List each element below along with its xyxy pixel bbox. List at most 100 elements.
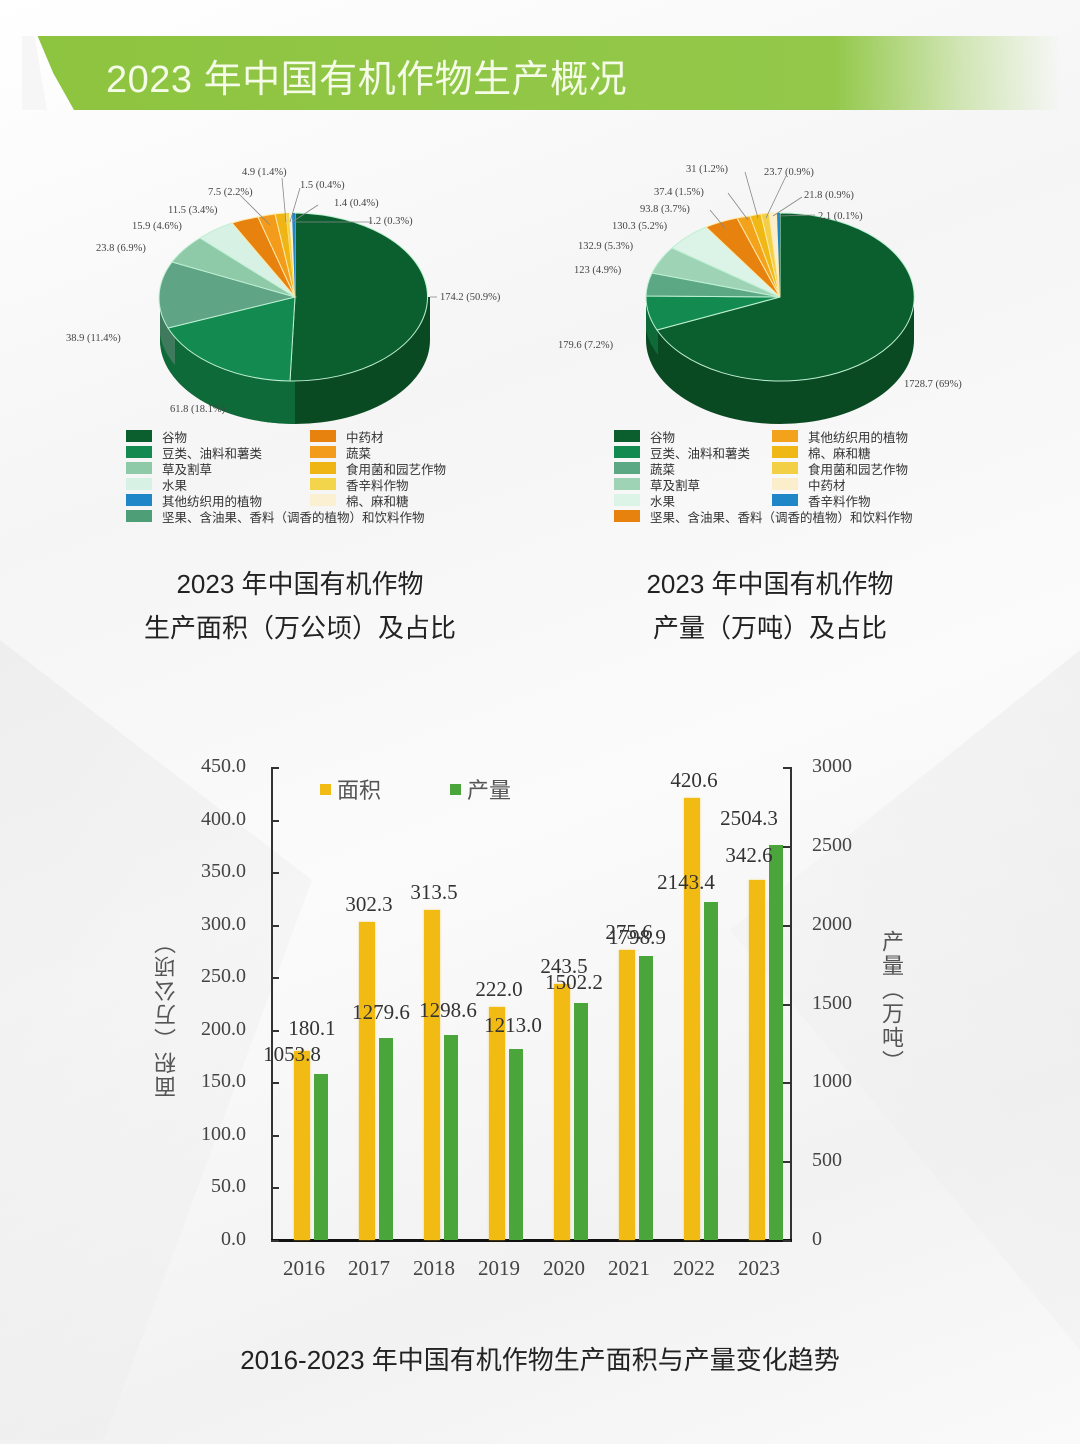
right-axis-tick (783, 1161, 791, 1164)
caption-line: 2023 年中国有机作物 (176, 569, 424, 599)
legend-label: 水果 (650, 494, 676, 509)
legend-label: 其他纺织用的植物 (162, 494, 263, 509)
legend-swatch (310, 478, 336, 490)
x-axis-label: 2017 (348, 1256, 390, 1280)
x-axis (271, 1239, 792, 1242)
legend-label: 豆类、油料和薯类 (162, 446, 263, 461)
bar-production-2019 (509, 1048, 523, 1240)
right-axis-tick-label: 0 (812, 1228, 822, 1250)
pie-label: 37.4 (1.5%) (654, 187, 704, 198)
legend-swatch (126, 494, 152, 506)
legend-label: 其他纺织用的植物 (808, 430, 909, 445)
pie-label: 11.5 (3.4%) (168, 205, 218, 216)
legend-item: 坚果、含油果、香料（调香的植物）和饮料作物 (126, 508, 425, 525)
legend-swatch (614, 446, 640, 458)
left-axis-tick-label: 200.0 (201, 1017, 246, 1040)
pie-label: 21.8 (0.9%) (804, 190, 854, 201)
legend-item: 豆类、油料和薯类 (614, 444, 750, 461)
left-axis-tick (271, 1082, 279, 1085)
bar-area-2023 (749, 879, 765, 1240)
production-pie-chart: 1728.7 (69%) 179.6 (7.2%) 123 (4.9%) 132… (540, 150, 1080, 540)
legend-item: 香辛料作物 (310, 476, 409, 493)
area-value-label: 180.1 (288, 1016, 336, 1040)
left-axis-tick (271, 1187, 279, 1190)
production-value-label: 1502.2 (545, 970, 603, 994)
pie-label: 1.5 (0.4%) (300, 180, 345, 191)
bar-production-2017 (379, 1038, 393, 1240)
x-axis-label: 2022 (673, 1256, 715, 1280)
right-axis-tick-label: 2500 (812, 833, 852, 856)
legend-label: 蔬菜 (346, 446, 372, 461)
pie-label: 123 (4.9%) (574, 265, 622, 276)
production-value-label: 2143.4 (657, 870, 715, 894)
production-value-label: 1279.6 (352, 1000, 410, 1024)
legend-label: 产量 (467, 778, 512, 803)
pie-label: 15.9 (4.6%) (132, 221, 182, 232)
left-axis-tick-label: 250.0 (201, 965, 246, 988)
legend-item: 水果 (614, 492, 676, 509)
pie-label: 179.6 (7.2%) (558, 340, 614, 351)
legend-label: 水果 (162, 478, 188, 493)
legend-label: 香辛料作物 (808, 494, 871, 509)
area-value-label: 420.6 (670, 767, 718, 792)
pie-label: 1728.7 (69%) (904, 379, 962, 390)
right-axis-tick (783, 924, 791, 927)
legend-swatch (310, 430, 336, 442)
right-axis-tick-label: 3000 (812, 755, 852, 777)
legend-label: 棉、麻和糖 (808, 446, 871, 461)
area-pie-graphic (158, 177, 437, 424)
right-axis-tick-label: 2000 (812, 912, 852, 935)
right-axis-tick (783, 1003, 791, 1006)
legend-item: 中药材 (310, 428, 384, 445)
bar-production-2016 (314, 1073, 328, 1240)
legend-swatch (126, 478, 152, 490)
production-pie-legend: 谷物 豆类、油料和薯类 蔬菜 草及割草 水果 坚果、含油果、香料（调香的植物）和… (614, 428, 1014, 528)
right-axis (790, 767, 792, 1241)
area-value-label: 302.3 (345, 892, 393, 917)
left-axis-tick-label: 150.0 (201, 1070, 246, 1093)
right-axis-title: 产量（万吨） (878, 930, 903, 1074)
left-axis-tick (271, 819, 279, 822)
left-axis-tick-label: 100.0 (201, 1122, 246, 1145)
legend-item: 食用菌和园艺作物 (310, 460, 447, 477)
left-axis-tick (271, 924, 279, 927)
left-axis-tick (271, 1240, 279, 1242)
right-axis-tick (783, 1082, 791, 1085)
legend-label: 草及割草 (650, 478, 701, 493)
bar-area-2022 (684, 797, 700, 1240)
legend-item: 其他纺织用的植物 (126, 492, 263, 509)
left-axis-tick-label: 400.0 (201, 807, 246, 830)
bar-area-2018 (424, 910, 440, 1240)
pie-label: 23.7 (0.9%) (764, 167, 814, 178)
pie-label: 38.9 (11.4%) (66, 333, 121, 344)
pie-label: 61.8 (18.1%) (170, 404, 226, 415)
x-axis-label: 2023 (738, 1256, 780, 1280)
bar-legend-area: 面积 (320, 773, 381, 805)
legend-label: 食用菌和园艺作物 (346, 462, 447, 477)
legend-label: 坚果、含油果、香料（调香的植物）和饮料作物 (162, 510, 425, 525)
bar-production-2023 (769, 845, 783, 1240)
area-value-label: 243.5 (540, 954, 588, 979)
legend-item: 香辛料作物 (772, 492, 871, 509)
production-value-label: 1298.6 (419, 998, 477, 1022)
legend-item: 中药材 (772, 476, 846, 493)
production-pie-caption: 2023 年中国有机作物 产量（万吨）及占比 (560, 562, 980, 650)
legend-label: 草及割草 (162, 462, 213, 477)
x-axis-label: 2016 (283, 1256, 325, 1280)
caption-line: 生产面积（万公顷）及占比 (143, 613, 456, 643)
production-value-label: 1213.0 (484, 1013, 542, 1037)
legend-item: 棉、麻和糖 (310, 492, 409, 509)
pie-label: 1.2 (0.3%) (368, 216, 413, 227)
area-pie-legend: 谷物 豆类、油料和薯类 草及割草 水果 其他纺织用的植物 坚果、含油果、香料（调… (126, 428, 526, 528)
bar-area-2016 (294, 1050, 310, 1240)
legend-label: 谷物 (650, 430, 676, 445)
legend-swatch (772, 446, 798, 458)
left-axis (271, 767, 273, 1241)
legend-swatch (614, 494, 640, 506)
legend-swatch (772, 494, 798, 506)
legend-item: 水果 (126, 476, 188, 493)
pie-label: 1.4 (0.4%) (334, 198, 379, 209)
legend-label: 食用菌和园艺作物 (808, 462, 909, 477)
legend-item: 蔬菜 (614, 460, 675, 477)
left-axis-tick-label: 350.0 (201, 860, 246, 883)
